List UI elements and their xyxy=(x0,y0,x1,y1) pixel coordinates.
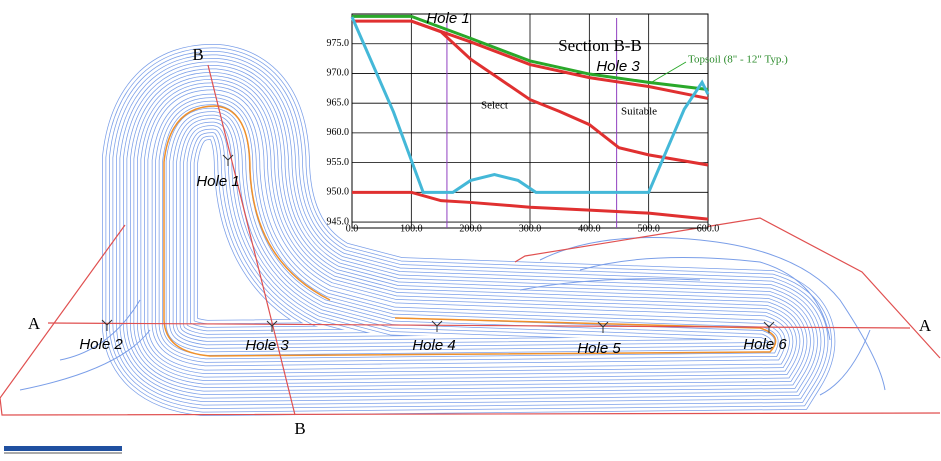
property-line xyxy=(514,217,941,359)
hole-label: Hole 1 xyxy=(426,10,469,27)
section-line-a xyxy=(47,322,911,329)
hole-marker xyxy=(266,320,278,332)
scale-bar xyxy=(4,446,122,454)
y-tick-label: 945.0 xyxy=(327,216,350,227)
property-line xyxy=(0,224,941,416)
chart-frame xyxy=(351,13,709,229)
y-tick-label: 975.0 xyxy=(327,38,350,49)
contour xyxy=(539,237,886,391)
x-tick-label: 600.0 xyxy=(697,223,720,234)
scale-bar xyxy=(4,446,122,451)
section-line xyxy=(350,16,710,194)
leader xyxy=(651,61,687,83)
y-tick-label: 950.0 xyxy=(327,187,350,198)
contour xyxy=(19,329,151,391)
x-tick-label: 100.0 xyxy=(400,223,423,234)
x-tick-label: 0.0 xyxy=(346,223,359,234)
hole-marker xyxy=(763,321,775,333)
contour xyxy=(59,299,141,361)
hole-marker xyxy=(597,321,609,333)
contours xyxy=(19,44,886,417)
contour xyxy=(519,278,701,291)
x-tick-label: 300.0 xyxy=(519,223,542,234)
x-tick-label: 200.0 xyxy=(459,223,482,234)
hole-label: Hole 2 xyxy=(79,336,123,353)
contour xyxy=(579,257,831,341)
hole-label: Hole 4 xyxy=(412,337,455,354)
section-label: A xyxy=(919,316,932,335)
y-tick-label: 965.0 xyxy=(327,97,350,108)
y-tick-label: 970.0 xyxy=(327,68,350,79)
hole-label: Hole 3 xyxy=(596,58,640,75)
x-tick-label: 500.0 xyxy=(637,223,660,234)
section-label: B xyxy=(192,45,203,64)
section-line-b xyxy=(207,64,296,416)
hole-label: Hole 3 xyxy=(245,337,289,354)
annotation: Topsoil (8" - 12" Typ.) xyxy=(688,54,788,66)
boundary xyxy=(0,64,941,416)
contour xyxy=(819,329,871,396)
hole-label: Hole 1 xyxy=(196,173,239,190)
section-line xyxy=(352,190,709,221)
y-tick-label: 955.0 xyxy=(327,157,350,168)
annotation: Suitable xyxy=(621,106,657,118)
chart-title: Section B-B xyxy=(558,36,642,55)
annotation: Select xyxy=(481,100,508,112)
hole-label: Hole 5 xyxy=(577,340,621,357)
section-line xyxy=(410,19,709,167)
x-tick-label: 400.0 xyxy=(578,223,601,234)
section-line xyxy=(352,14,709,91)
section-label: B xyxy=(294,419,305,438)
hole-marker xyxy=(222,154,234,166)
section-chart: 0.0 100.0 200.0 300.0 400.0 500.0 600.0 945.0 95… xyxy=(327,10,789,234)
contour xyxy=(148,90,789,370)
contour xyxy=(163,105,777,357)
y-tick-label: 960.0 xyxy=(327,127,350,138)
hole-marker xyxy=(101,319,113,331)
section-label: A xyxy=(28,314,41,333)
hole-label: Hole 6 xyxy=(743,336,787,353)
hole-marker xyxy=(431,320,443,332)
